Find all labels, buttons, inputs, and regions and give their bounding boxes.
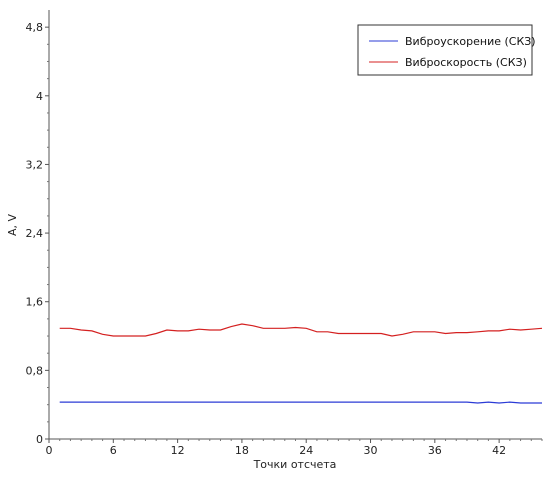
y-ticks: 0 0,8 1,6 2,4 3,2 4 4,8 [26,21,49,446]
x-tick-label: 30 [364,444,378,457]
legend-label-acceleration: Виброускорение (СКЗ) [405,35,536,48]
x-tick-label: 12 [171,444,185,457]
legend-box [357,24,533,76]
y-tick-label: 4 [36,90,43,103]
x-tick-label: 6 [110,444,117,457]
x-axis-title: Точки отсчета [253,458,337,471]
legend: Виброускорение (СКЗ) Виброскорость (СКЗ) [357,24,536,76]
plot-background [49,10,542,439]
x-ticks: 0 6 12 18 24 30 36 42 [46,439,543,457]
y-axis-title: A, V [6,214,19,237]
y-tick-label: 3,2 [26,158,44,171]
series-line-velocity [59,323,543,337]
series-lines [59,323,543,404]
x-tick-label: 18 [235,444,249,457]
y-tick-label: 0 [36,433,43,446]
x-tick-label: 42 [492,444,506,457]
y-tick-label: 2,4 [26,227,44,240]
y-tick-label: 1,6 [26,296,44,309]
x-tick-label: 24 [299,444,313,457]
legend-label-velocity: Виброскорость (СКЗ) [405,56,527,69]
x-tick-label: 0 [46,444,53,457]
y-tick-label: 4,8 [26,21,44,34]
series-line-acceleration [59,401,542,404]
y-tick-label: 0,8 [26,364,44,377]
x-tick-label: 36 [428,444,442,457]
